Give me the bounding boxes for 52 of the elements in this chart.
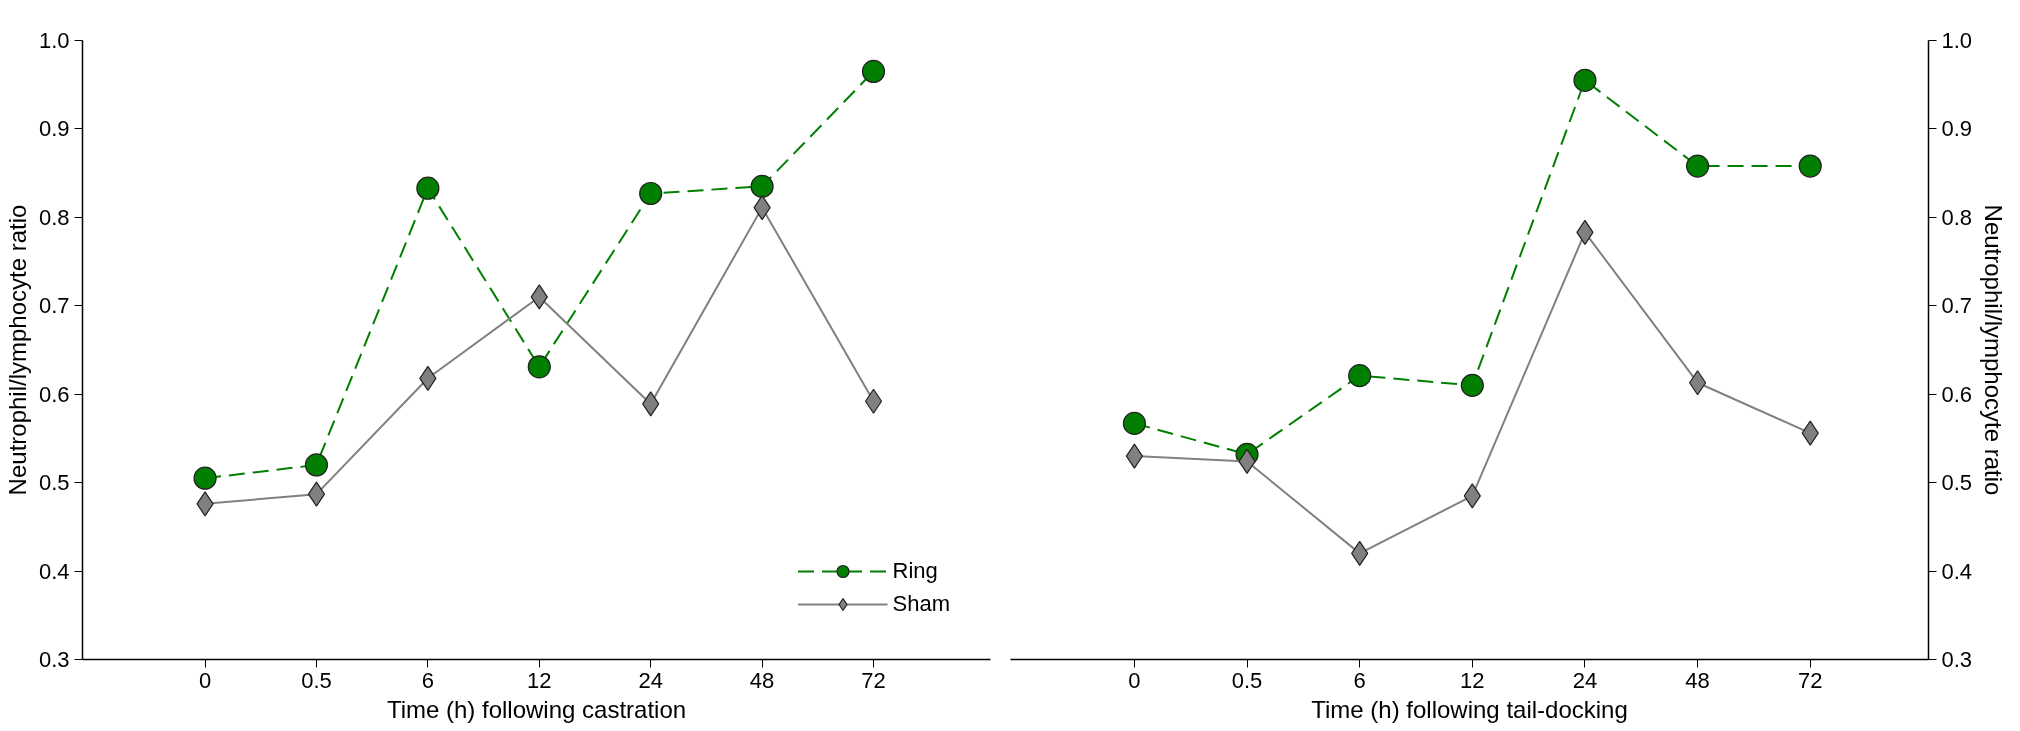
y2-tick-label: 0.6 bbox=[1941, 381, 1973, 407]
x-tick-label: 0 bbox=[198, 667, 212, 693]
y2-tick-label: 0.7 bbox=[1941, 293, 1973, 319]
y2-tick-label: 1.0 bbox=[1941, 28, 1973, 53]
x-axis-title: Time (h) following tail-docking bbox=[1311, 695, 1628, 723]
point bbox=[1798, 154, 1822, 178]
y2-tick-label: 0.4 bbox=[1941, 558, 1973, 584]
point bbox=[307, 481, 326, 507]
x-tick-label: 24 bbox=[1572, 667, 1598, 693]
x-tick-label: 6 bbox=[1353, 667, 1366, 693]
legend-label: Sham bbox=[892, 591, 950, 617]
x-tick-label: 12 bbox=[527, 667, 552, 693]
point bbox=[527, 355, 551, 379]
point bbox=[864, 388, 883, 414]
y-axis-title: Neutrophil/lymphocyte ratio bbox=[3, 204, 31, 496]
point bbox=[304, 453, 329, 477]
legend-label: Ring bbox=[892, 558, 938, 584]
point bbox=[1685, 154, 1710, 178]
x-tick-label: 0.5 bbox=[1231, 667, 1263, 693]
x-tick-label: 0.5 bbox=[301, 667, 332, 693]
y-tick-label: 0.3 bbox=[38, 647, 70, 672]
y2-tick-label: 0.9 bbox=[1941, 116, 1973, 142]
point bbox=[193, 466, 217, 490]
point bbox=[1460, 373, 1484, 397]
point bbox=[1122, 411, 1146, 435]
y-tick-label: 0.6 bbox=[38, 381, 70, 407]
point bbox=[1348, 364, 1372, 388]
y2-tick-label: 0.5 bbox=[1941, 470, 1973, 496]
y-tick-label: 0.9 bbox=[38, 116, 70, 142]
x-tick-label: 72 bbox=[861, 667, 886, 693]
y2-tick-label: 0.8 bbox=[1941, 204, 1973, 230]
y2-axis-title: Neutrophil/lymphocyte ratio bbox=[1980, 204, 2008, 496]
point bbox=[750, 174, 774, 198]
x-tick-label: 12 bbox=[1460, 667, 1485, 693]
x-tick-label: 48 bbox=[1685, 667, 1710, 693]
y-tick-label: 0.8 bbox=[38, 204, 70, 230]
y2-tick-label: 0.3 bbox=[1941, 647, 1973, 672]
x-axis-title: Time (h) following castration bbox=[386, 695, 687, 723]
point bbox=[639, 181, 663, 206]
y-tick-label: 0.7 bbox=[38, 293, 70, 319]
x-tick-label: 24 bbox=[638, 667, 663, 693]
y-tick-label: 0.4 bbox=[38, 558, 70, 584]
point bbox=[1573, 68, 1597, 92]
point bbox=[416, 176, 440, 200]
point bbox=[861, 59, 886, 84]
point bbox=[1688, 370, 1707, 396]
x-tick-label: 48 bbox=[749, 667, 775, 693]
x-tick-label: 0 bbox=[1128, 667, 1141, 693]
x-tick-label: 72 bbox=[1797, 667, 1823, 693]
y-tick-label: 0.5 bbox=[38, 470, 70, 496]
x-tick-label: 6 bbox=[421, 667, 435, 693]
y-tick-label: 1.0 bbox=[38, 28, 70, 53]
